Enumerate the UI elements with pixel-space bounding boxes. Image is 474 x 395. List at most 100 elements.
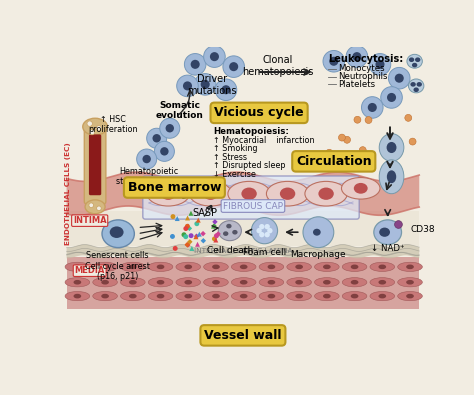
Text: MEDIA: MEDIA	[74, 266, 105, 275]
Circle shape	[409, 138, 416, 145]
Ellipse shape	[370, 278, 395, 287]
Circle shape	[382, 150, 389, 157]
Ellipse shape	[157, 280, 164, 284]
Polygon shape	[196, 218, 201, 223]
Ellipse shape	[184, 54, 206, 75]
Ellipse shape	[73, 280, 81, 284]
Text: ↓ NAD⁺: ↓ NAD⁺	[371, 244, 404, 253]
Circle shape	[183, 226, 188, 231]
Ellipse shape	[93, 278, 118, 287]
Polygon shape	[175, 216, 180, 221]
Ellipse shape	[381, 87, 402, 108]
Polygon shape	[195, 242, 200, 247]
Ellipse shape	[315, 278, 339, 287]
Ellipse shape	[351, 294, 358, 298]
Text: Senescent cells
Cell cycle arrest
(p16, p21): Senescent cells Cell cycle arrest (p16, …	[85, 252, 150, 281]
Circle shape	[214, 233, 219, 238]
Text: FIBROUS CAP: FIBROUS CAP	[223, 201, 283, 211]
Text: Neutrophils: Neutrophils	[337, 72, 387, 81]
Ellipse shape	[305, 181, 347, 206]
Text: Monocytes: Monocytes	[337, 64, 384, 73]
Text: Hematopoiesis:: Hematopoiesis:	[213, 128, 289, 137]
Ellipse shape	[148, 262, 173, 271]
Ellipse shape	[148, 292, 173, 301]
Ellipse shape	[210, 52, 219, 61]
Circle shape	[251, 218, 278, 244]
Polygon shape	[190, 246, 194, 251]
Ellipse shape	[165, 124, 174, 132]
Ellipse shape	[109, 226, 124, 238]
Ellipse shape	[315, 292, 339, 301]
Polygon shape	[197, 231, 202, 237]
Ellipse shape	[406, 280, 414, 284]
Ellipse shape	[342, 278, 367, 287]
FancyBboxPatch shape	[89, 134, 101, 195]
Text: ↑ Smoking: ↑ Smoking	[213, 145, 257, 153]
Circle shape	[267, 228, 273, 233]
Ellipse shape	[323, 51, 345, 72]
Circle shape	[344, 136, 350, 143]
Ellipse shape	[387, 170, 396, 183]
Polygon shape	[201, 238, 206, 243]
Ellipse shape	[415, 57, 420, 62]
Text: ↑ Myocardial    infarction: ↑ Myocardial infarction	[213, 136, 314, 145]
Circle shape	[303, 217, 334, 248]
Ellipse shape	[267, 294, 275, 298]
Text: Clonal
hematopoiesis: Clonal hematopoiesis	[242, 55, 313, 77]
Ellipse shape	[342, 292, 367, 301]
Ellipse shape	[204, 278, 228, 287]
Ellipse shape	[212, 280, 220, 284]
Ellipse shape	[258, 231, 268, 240]
Ellipse shape	[93, 292, 118, 301]
Ellipse shape	[379, 160, 404, 194]
Ellipse shape	[354, 183, 368, 194]
Circle shape	[173, 246, 178, 251]
Ellipse shape	[295, 280, 303, 284]
Ellipse shape	[101, 280, 109, 284]
Circle shape	[346, 155, 352, 162]
Polygon shape	[184, 242, 190, 247]
Ellipse shape	[295, 265, 303, 269]
Ellipse shape	[318, 223, 329, 232]
Ellipse shape	[155, 141, 174, 162]
Ellipse shape	[148, 278, 173, 287]
Text: INTIMA: INTIMA	[73, 216, 107, 225]
Ellipse shape	[259, 292, 284, 301]
Circle shape	[87, 121, 92, 126]
Polygon shape	[189, 211, 193, 216]
Circle shape	[395, 221, 402, 228]
Ellipse shape	[375, 60, 384, 69]
Ellipse shape	[184, 294, 192, 298]
Ellipse shape	[398, 278, 422, 287]
Ellipse shape	[378, 294, 386, 298]
Text: Bone marrow: Bone marrow	[128, 181, 221, 194]
Circle shape	[264, 232, 270, 237]
Ellipse shape	[184, 265, 192, 269]
Ellipse shape	[267, 265, 275, 269]
Ellipse shape	[370, 292, 395, 301]
Ellipse shape	[190, 181, 232, 206]
Ellipse shape	[409, 57, 414, 62]
Ellipse shape	[406, 294, 414, 298]
Ellipse shape	[313, 229, 321, 236]
Ellipse shape	[341, 177, 380, 199]
Ellipse shape	[204, 292, 228, 301]
Ellipse shape	[258, 222, 268, 230]
Polygon shape	[66, 245, 419, 258]
Ellipse shape	[177, 75, 198, 97]
Ellipse shape	[259, 278, 284, 287]
Ellipse shape	[215, 79, 237, 101]
Ellipse shape	[264, 230, 273, 239]
Text: SASP: SASP	[193, 208, 218, 218]
Ellipse shape	[241, 188, 257, 200]
Ellipse shape	[362, 97, 383, 118]
Ellipse shape	[287, 292, 311, 301]
Ellipse shape	[153, 134, 161, 143]
Ellipse shape	[201, 80, 210, 89]
Ellipse shape	[413, 87, 419, 92]
Ellipse shape	[395, 74, 404, 83]
Ellipse shape	[379, 228, 390, 237]
Ellipse shape	[315, 262, 339, 271]
Ellipse shape	[254, 229, 264, 237]
Polygon shape	[212, 219, 218, 224]
